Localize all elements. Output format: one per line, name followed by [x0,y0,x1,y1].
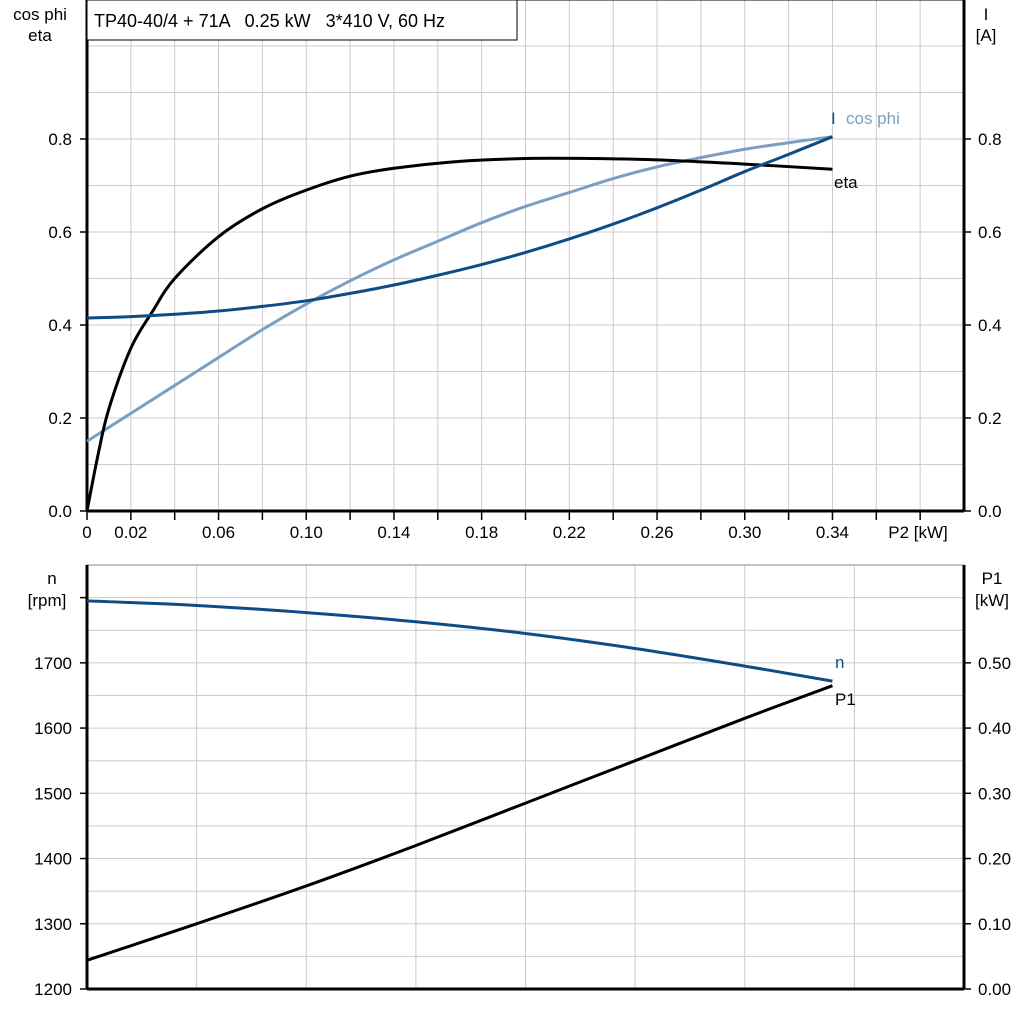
series-line-cos-phi [86,135,833,443]
y-tick-label-right: 0.8 [978,130,1002,149]
x-tick-label: 0.06 [202,523,235,542]
bottom-left-axis-label-2: [rpm] [28,591,67,610]
series-line-i [86,135,834,320]
y-tick-label-left: 0.6 [48,223,72,242]
x-tick-label: 0.14 [377,523,410,542]
x-tick-label: 0.10 [290,523,323,542]
top-left-axis-label-2: eta [28,26,52,45]
x-tick-label: 0 [82,523,91,542]
bottom-right-axis-label-2: [kW] [975,591,1009,610]
series-label-cos-phi: cos phi [846,109,900,128]
y-tick-label-right: 0.00 [978,980,1011,999]
y-tick-label-left: 1600 [34,719,72,738]
y-tick-label-right: 0.4 [978,316,1002,335]
y-tick-label-left: 1200 [34,980,72,999]
y-tick-label-left: 0.0 [48,502,72,521]
title-box [86,0,518,41]
top-left-axis-label-1: cos phi [13,5,67,24]
series-line-n [86,599,833,683]
y-tick-label-right: 0.30 [978,784,1011,803]
series-label-n: n [835,653,844,672]
y-tick-label-left: 1500 [34,784,72,803]
top-right-axis-label-2: [A] [976,26,997,45]
y-tick-label-left: 1300 [34,915,72,934]
x-axis-label: P2 [kW] [888,523,948,542]
y-tick-label-right: 0.2 [978,409,1002,428]
series-label-i: I [831,109,836,128]
series-line-p1 [86,684,833,962]
y-tick-label-left: 1400 [34,850,72,869]
y-tick-label-left: 0.2 [48,409,72,428]
y-tick-label-left: 1700 [34,654,72,673]
y-tick-label-right: 0.6 [978,223,1002,242]
x-tick-label: 0.02 [114,523,147,542]
bottom-left-axis-label-1: n [47,569,56,588]
grid [87,0,965,989]
series-label-p1: P1 [835,690,856,709]
x-tick-label: 0.30 [728,523,761,542]
x-tick-label: 0.34 [816,523,849,542]
y-tick-label-right: 0.0 [978,502,1002,521]
x-tick-label: 0.18 [465,523,498,542]
y-tick-label-right: 0.40 [978,719,1011,738]
y-tick-label-right: 0.50 [978,654,1011,673]
y-tick-label-left: 0.8 [48,130,72,149]
x-tick-label: 0.26 [641,523,674,542]
ticks: 0 0.02 0.06 0.10 0.14 0.18 0.22 0.26 0.30 0.34 0.0… [34,130,1011,999]
bottom-right-axis-label-1: P1 [982,569,1003,588]
series-line-eta [85,156,833,512]
chart-title: TP40-40/4 + 71A 0.25 kW 3*410 V, 60 Hz [94,11,445,31]
top-right-axis-label-1: I [984,5,989,24]
series-label-eta: eta [834,173,858,192]
y-tick-label-right: 0.20 [978,850,1011,869]
y-tick-label-right: 0.10 [978,915,1011,934]
series [85,135,834,962]
y-tick-label-left: 0.4 [48,316,72,335]
x-tick-label: 0.22 [553,523,586,542]
